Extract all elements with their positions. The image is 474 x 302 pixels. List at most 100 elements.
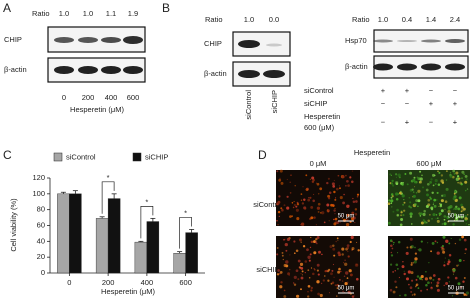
cell-dot bbox=[301, 274, 303, 276]
y-tick-label: 100 bbox=[32, 189, 45, 198]
cell-dot bbox=[278, 178, 282, 182]
cell-dot bbox=[429, 181, 432, 184]
cell-dot bbox=[285, 260, 289, 264]
cell-dot bbox=[336, 237, 339, 240]
cell-dot bbox=[451, 295, 454, 297]
cell-dot bbox=[338, 278, 341, 281]
cell-dot bbox=[339, 196, 343, 200]
cell-dot bbox=[412, 194, 416, 198]
cell-dot bbox=[335, 187, 339, 191]
cell-dot bbox=[391, 195, 394, 198]
cell-dot bbox=[397, 240, 401, 244]
condition-sign: + bbox=[405, 117, 410, 126]
cell-dot bbox=[392, 271, 394, 273]
cell-dot bbox=[338, 267, 341, 271]
row-label: β-actin bbox=[204, 69, 227, 78]
cell-dot bbox=[352, 216, 356, 220]
cell-dot bbox=[349, 240, 352, 244]
cell-dot bbox=[348, 269, 352, 273]
cell-dot bbox=[404, 293, 407, 297]
cell-dot bbox=[454, 276, 458, 280]
cell-dot bbox=[291, 202, 294, 204]
row-label: siControl bbox=[253, 200, 283, 209]
cell-dot bbox=[410, 271, 414, 275]
bar bbox=[57, 193, 70, 274]
cell-dot bbox=[309, 253, 312, 256]
cell-dot bbox=[277, 210, 281, 214]
cell-dot bbox=[336, 283, 340, 287]
cell-dot bbox=[427, 281, 430, 285]
cell-dot bbox=[452, 169, 456, 173]
cell-dot bbox=[390, 202, 393, 204]
band bbox=[101, 37, 121, 43]
cell-dot bbox=[461, 206, 464, 209]
cell-dot bbox=[397, 193, 399, 195]
cell-dot bbox=[326, 181, 329, 185]
error-bar bbox=[177, 251, 183, 254]
cell-dot bbox=[422, 212, 426, 217]
scale-bar-label: 50 μm bbox=[448, 286, 465, 292]
significance-mark: * bbox=[107, 173, 110, 182]
cell-dot bbox=[338, 185, 340, 187]
cell-dot bbox=[432, 213, 436, 217]
cell-dot bbox=[454, 216, 459, 220]
condition-sign: + bbox=[429, 99, 434, 108]
cell-dot bbox=[323, 221, 326, 224]
band bbox=[78, 37, 98, 43]
cell-dot bbox=[408, 197, 411, 199]
cell-dot bbox=[279, 177, 281, 179]
condition-sign: + bbox=[453, 99, 458, 108]
cell-dot bbox=[435, 198, 438, 201]
cell-dot bbox=[416, 176, 419, 178]
cell-dot bbox=[424, 277, 428, 280]
cell-dot bbox=[409, 201, 412, 204]
cell-dot bbox=[327, 279, 330, 282]
cell-dot bbox=[459, 209, 461, 211]
cell-dot bbox=[305, 188, 307, 191]
cell-dot bbox=[441, 245, 444, 248]
cell-dot bbox=[279, 285, 283, 289]
cell-dot bbox=[387, 221, 391, 225]
cell-dot bbox=[394, 173, 398, 176]
cell-dot bbox=[321, 211, 325, 215]
cell-dot bbox=[345, 271, 349, 275]
cell-dot bbox=[336, 295, 338, 297]
cell-dot bbox=[343, 193, 345, 196]
cell-dot bbox=[284, 242, 288, 247]
x-label: Hesperetin (μM) bbox=[70, 105, 124, 114]
cell-dot bbox=[307, 284, 311, 288]
cell-dot bbox=[434, 240, 437, 243]
cell-dot bbox=[409, 212, 413, 216]
cell-dot bbox=[444, 208, 446, 210]
cell-dot bbox=[320, 212, 322, 214]
cell-dot bbox=[400, 214, 403, 217]
cell-dot bbox=[401, 194, 405, 198]
cell-dot bbox=[353, 294, 355, 296]
cell-dot bbox=[411, 279, 414, 282]
cell-dot bbox=[315, 237, 318, 241]
cell-dot bbox=[281, 254, 284, 257]
cell-dot bbox=[283, 295, 287, 298]
cell-dot bbox=[300, 288, 302, 291]
cell-dot bbox=[425, 204, 429, 209]
cell-dot bbox=[310, 267, 313, 269]
panel-label: C bbox=[3, 148, 12, 162]
cell-dot bbox=[341, 280, 344, 282]
cell-dot bbox=[410, 263, 413, 266]
cell-dot bbox=[413, 262, 415, 264]
cell-dot bbox=[464, 248, 468, 251]
cell-dot bbox=[314, 241, 318, 244]
cell-dot bbox=[339, 270, 342, 273]
cell-dot bbox=[435, 284, 439, 288]
cell-dot bbox=[409, 237, 413, 241]
cell-dot bbox=[286, 195, 289, 198]
cell-dot bbox=[331, 281, 335, 285]
cell-dot bbox=[395, 192, 399, 196]
cell-dot bbox=[421, 279, 423, 281]
cell-dot bbox=[355, 200, 358, 203]
cell-dot bbox=[452, 273, 454, 275]
error-bar bbox=[189, 229, 195, 233]
cell-dot bbox=[350, 235, 354, 239]
cell-dot bbox=[437, 170, 439, 173]
cell-dot bbox=[403, 272, 406, 276]
